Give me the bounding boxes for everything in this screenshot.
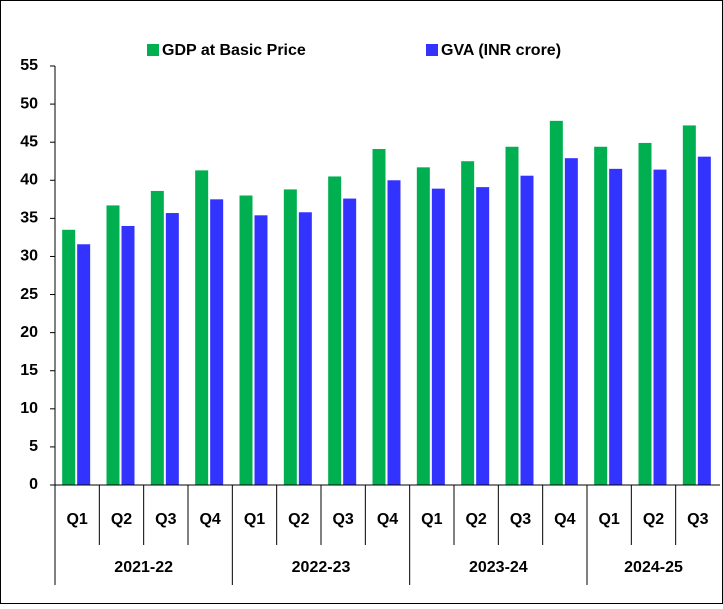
x-tick-label: Q3 — [510, 511, 531, 528]
legend-label: GVA (INR crore) — [441, 42, 561, 59]
y-tick-label: 0 — [29, 476, 38, 493]
bar — [505, 146, 519, 485]
x-tick-label: Q2 — [465, 511, 486, 528]
bar — [431, 188, 445, 486]
group-label: 2021-22 — [114, 559, 173, 576]
x-tick-label: Q4 — [554, 511, 575, 528]
bar — [638, 142, 652, 485]
bar — [653, 169, 667, 485]
x-tick-label: Q2 — [111, 511, 132, 528]
x-tick-label: Q1 — [421, 511, 442, 528]
x-tick-label: Q3 — [155, 511, 176, 528]
y-tick-label: 15 — [20, 362, 38, 379]
x-tick-label: Q2 — [288, 511, 309, 528]
y-tick-label: 20 — [20, 324, 38, 341]
bar — [387, 180, 401, 486]
bar — [609, 168, 623, 485]
legend-label: GDP at Basic Price — [162, 42, 306, 59]
y-tick-label: 10 — [20, 400, 38, 417]
y-tick-label: 45 — [20, 133, 38, 150]
x-tick-label: Q3 — [332, 511, 353, 528]
y-tick-label: 35 — [20, 210, 38, 227]
bar — [343, 198, 357, 485]
group-label: 2022-23 — [292, 559, 351, 576]
bar — [195, 170, 209, 486]
x-tick-label: Q4 — [199, 511, 220, 528]
bar — [254, 215, 268, 486]
x-tick-label: Q3 — [687, 511, 708, 528]
legend-swatch — [147, 44, 159, 56]
y-tick-label: 25 — [20, 286, 38, 303]
y-tick-label: 55 — [20, 57, 38, 74]
y-tick-label: 5 — [29, 438, 38, 455]
bar — [520, 175, 534, 485]
bar — [697, 156, 711, 485]
group-label: 2023-24 — [469, 559, 528, 576]
bar — [121, 225, 135, 485]
bar — [682, 125, 696, 486]
bar — [461, 161, 475, 485]
bar — [594, 146, 608, 485]
bar — [106, 205, 120, 485]
x-tick-label: Q1 — [244, 511, 265, 528]
x-tick-label: Q4 — [377, 511, 398, 528]
bar — [476, 187, 490, 485]
bar — [62, 229, 76, 485]
bar — [549, 120, 563, 486]
bar — [416, 167, 430, 485]
y-tick-label: 30 — [20, 248, 38, 265]
bar — [77, 244, 91, 485]
bar — [210, 199, 224, 485]
bar — [165, 213, 179, 485]
bar — [372, 149, 386, 485]
bar — [239, 195, 253, 485]
bar — [564, 158, 578, 485]
x-tick-label: Q2 — [643, 511, 664, 528]
x-tick-label: Q1 — [66, 511, 87, 528]
bar — [328, 176, 342, 486]
y-tick-label: 50 — [20, 95, 38, 112]
bar — [298, 212, 312, 485]
x-tick-label: Q1 — [598, 511, 619, 528]
bar — [283, 189, 297, 485]
bar — [150, 190, 164, 486]
y-tick-label: 40 — [20, 171, 38, 188]
group-label: 2024-25 — [624, 559, 683, 576]
legend-swatch — [426, 44, 438, 56]
